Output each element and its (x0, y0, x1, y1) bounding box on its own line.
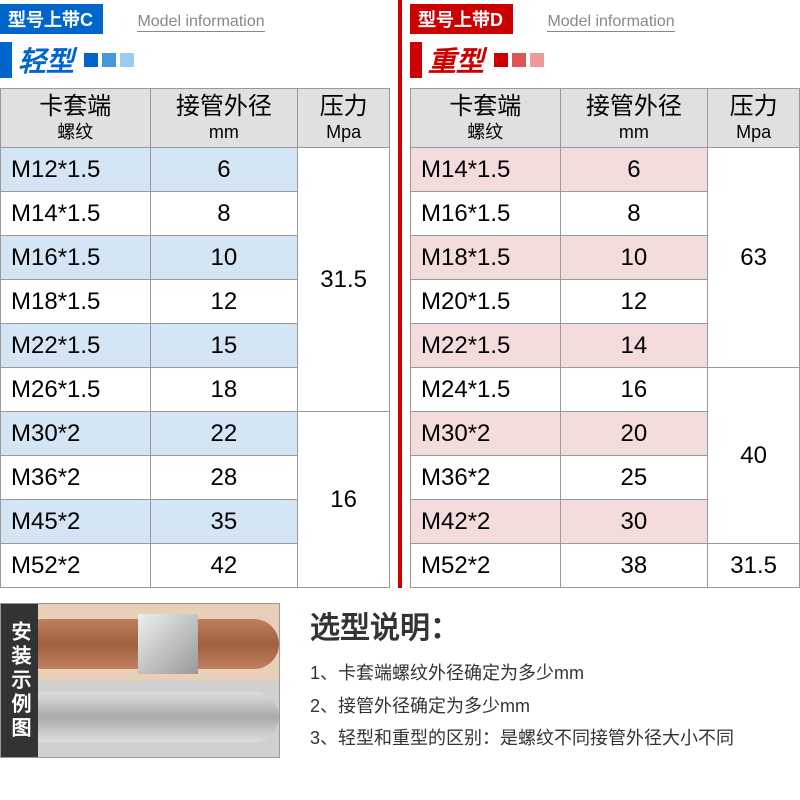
thread-cell: M26*1.5 (1, 368, 151, 412)
right-type-label: 重型 (428, 40, 484, 80)
od-cell: 8 (150, 192, 298, 236)
dot-icon (84, 53, 98, 67)
column-header: 压力Mpa (708, 89, 800, 148)
od-cell: 30 (560, 500, 708, 544)
main-container: 型号上带C Model information 轻型 卡套端螺纹接管外径mm压力… (0, 0, 800, 588)
dot-icon (102, 53, 116, 67)
pressure-cell: 16 (298, 412, 390, 588)
thread-cell: M14*1.5 (411, 148, 561, 192)
thread-cell: M30*2 (411, 412, 561, 456)
thread-cell: M22*1.5 (1, 324, 151, 368)
thread-cell: M30*2 (1, 412, 151, 456)
notes-section: 选型说明： 1、卡套端螺纹外径确定为多少mm2、接管外径确定为多少mm3、轻型和… (280, 603, 800, 758)
column-header: 接管外径mm (150, 89, 298, 148)
dot-icon (530, 53, 544, 67)
right-table: 卡套端螺纹接管外径mm压力Mpa M14*1.5663M16*1.58M18*1… (410, 88, 800, 588)
dot-icon (512, 53, 526, 67)
column-header: 卡套端螺纹 (1, 89, 151, 148)
thread-cell: M45*2 (1, 500, 151, 544)
pressure-cell: 31.5 (708, 544, 800, 588)
od-cell: 8 (560, 192, 708, 236)
od-cell: 15 (150, 324, 298, 368)
thread-cell: M42*2 (411, 500, 561, 544)
table-row: M12*1.5631.5 (1, 148, 390, 192)
notes-title: 选型说明： (310, 603, 800, 647)
example-image (38, 604, 279, 757)
right-subheader: 重型 (410, 40, 800, 80)
right-model-info: Model information (547, 13, 674, 32)
od-cell: 35 (150, 500, 298, 544)
example-label: 安装示例图 (1, 604, 38, 757)
left-accent (0, 42, 12, 78)
left-table: 卡套端螺纹接管外径mm压力Mpa M12*1.5631.5M14*1.58M16… (0, 88, 390, 588)
table-row: M52*23831.5 (411, 544, 800, 588)
thread-cell: M20*1.5 (411, 280, 561, 324)
left-badge: 型号上带C (0, 4, 103, 34)
od-cell: 10 (560, 236, 708, 280)
left-model-info: Model information (137, 13, 264, 32)
od-cell: 18 (150, 368, 298, 412)
right-badge: 型号上带D (410, 4, 513, 34)
thread-cell: M12*1.5 (1, 148, 151, 192)
right-header: 型号上带D Model information (410, 0, 800, 34)
thread-cell: M16*1.5 (1, 236, 151, 280)
right-panel: 型号上带D Model information 重型 卡套端螺纹接管外径mm压力… (398, 0, 800, 588)
od-cell: 12 (560, 280, 708, 324)
dot-icon (120, 53, 134, 67)
od-cell: 6 (150, 148, 298, 192)
thread-cell: M16*1.5 (411, 192, 561, 236)
od-cell: 22 (150, 412, 298, 456)
thread-cell: M18*1.5 (411, 236, 561, 280)
od-cell: 20 (560, 412, 708, 456)
left-panel: 型号上带C Model information 轻型 卡套端螺纹接管外径mm压力… (0, 0, 398, 588)
od-cell: 12 (150, 280, 298, 324)
example-box: 安装示例图 (0, 603, 280, 758)
column-header: 卡套端螺纹 (411, 89, 561, 148)
thread-cell: M18*1.5 (1, 280, 151, 324)
thread-cell: M36*2 (1, 456, 151, 500)
left-dots (84, 53, 134, 67)
od-cell: 14 (560, 324, 708, 368)
right-accent (410, 42, 422, 78)
note-line: 2、接管外径确定为多少mm (310, 690, 800, 722)
bottom-section: 安装示例图 选型说明： 1、卡套端螺纹外径确定为多少mm2、接管外径确定为多少m… (0, 603, 800, 758)
column-header: 接管外径mm (560, 89, 708, 148)
od-cell: 25 (560, 456, 708, 500)
od-cell: 38 (560, 544, 708, 588)
left-type-label: 轻型 (18, 40, 74, 80)
right-dots (494, 53, 544, 67)
table-row: M14*1.5663 (411, 148, 800, 192)
dot-icon (494, 53, 508, 67)
table-row: M30*22216 (1, 412, 390, 456)
pressure-cell: 40 (708, 368, 800, 544)
od-cell: 16 (560, 368, 708, 412)
left-subheader: 轻型 (0, 40, 390, 80)
od-cell: 28 (150, 456, 298, 500)
thread-cell: M22*1.5 (411, 324, 561, 368)
thread-cell: M52*2 (1, 544, 151, 588)
note-line: 1、卡套端螺纹外径确定为多少mm (310, 657, 800, 689)
left-header: 型号上带C Model information (0, 0, 390, 34)
column-header: 压力Mpa (298, 89, 390, 148)
thread-cell: M52*2 (411, 544, 561, 588)
od-cell: 42 (150, 544, 298, 588)
thread-cell: M36*2 (411, 456, 561, 500)
thread-cell: M24*1.5 (411, 368, 561, 412)
od-cell: 10 (150, 236, 298, 280)
od-cell: 6 (560, 148, 708, 192)
pressure-cell: 63 (708, 148, 800, 368)
thread-cell: M14*1.5 (1, 192, 151, 236)
note-line: 3、轻型和重型的区别：是螺纹不同接管外径大小不同 (310, 722, 800, 754)
table-row: M24*1.51640 (411, 368, 800, 412)
pressure-cell: 31.5 (298, 148, 390, 412)
